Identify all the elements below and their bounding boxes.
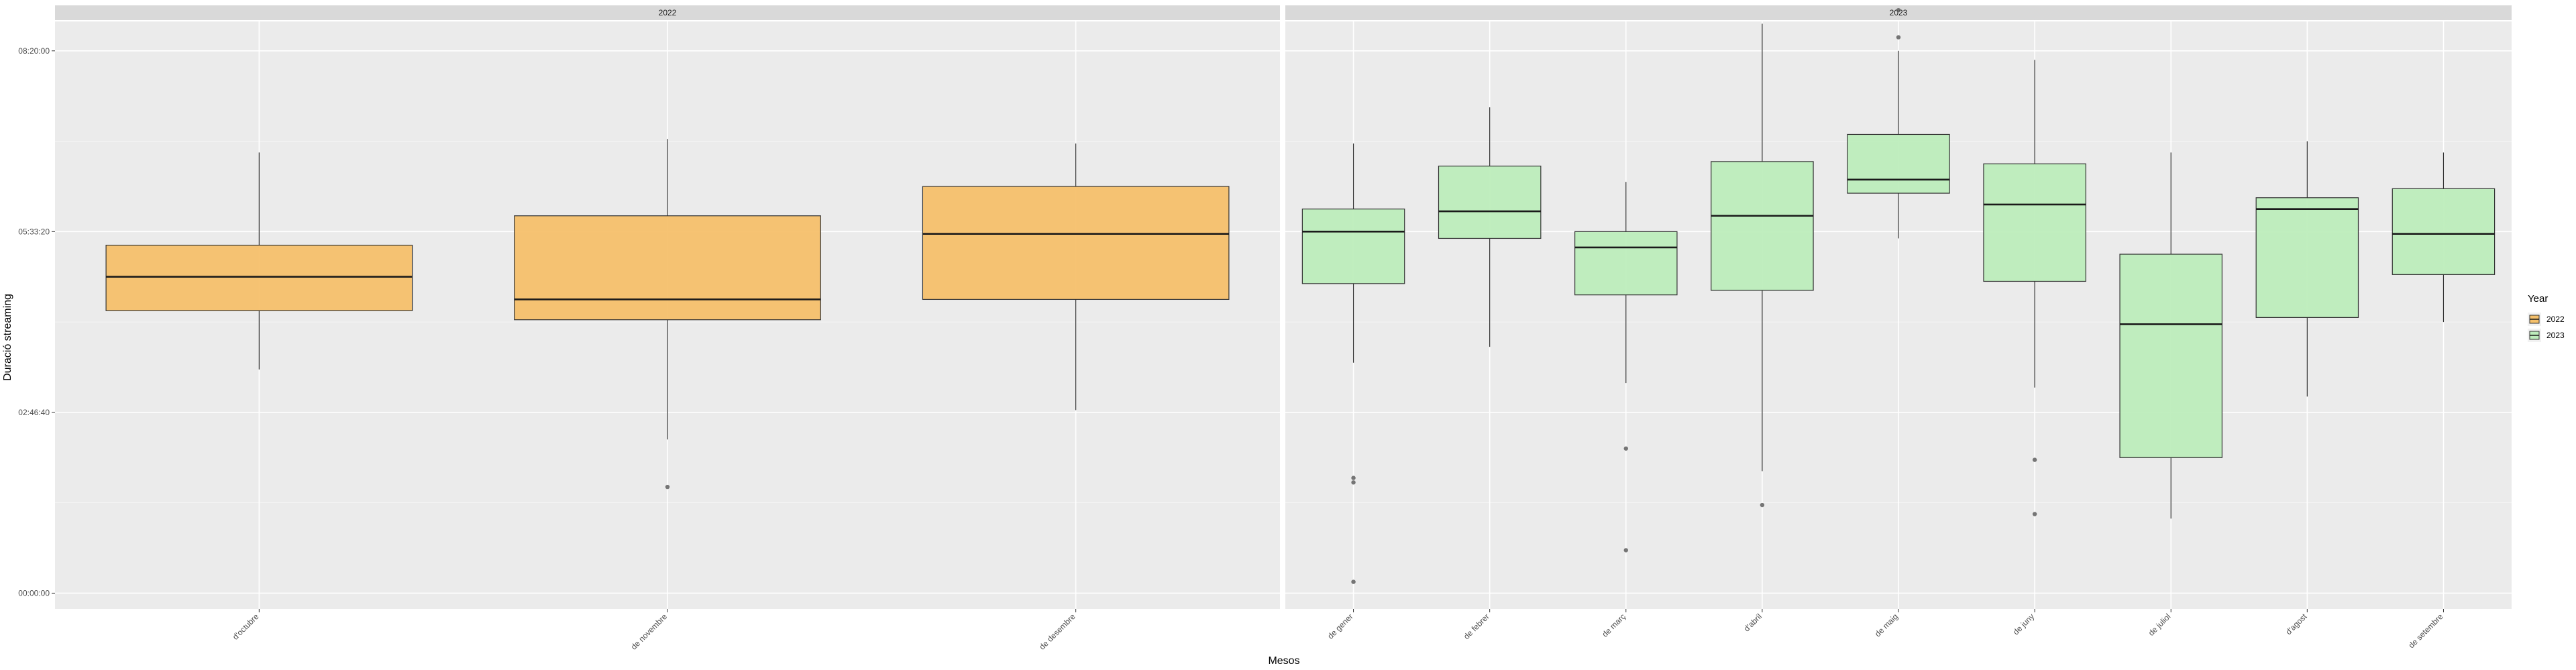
x-tick-label: de gener	[1326, 612, 1354, 640]
x-tick-label: de febrer	[1462, 612, 1491, 641]
outlier-point	[2032, 512, 2037, 516]
outlier-point	[1351, 579, 1356, 584]
outlier-point	[1623, 446, 1628, 451]
x-tick-label: d'octubre	[231, 612, 261, 642]
x-axis-title: Mesos	[1268, 655, 1299, 667]
outlier-point	[1351, 476, 1356, 480]
box-iqr	[1438, 166, 1542, 239]
box-de setembre	[2392, 152, 2496, 323]
x-tick-label: de novembre	[629, 612, 669, 652]
box-de març	[1574, 182, 1678, 553]
outlier-point	[1351, 480, 1356, 485]
legend-item-2022: 2022	[2528, 313, 2565, 326]
legend-title: Year	[2528, 293, 2548, 304]
box-iqr	[2392, 188, 2496, 275]
facet-2023: 2023 de gener de febrer de març d'abril de ma…	[1285, 5, 2512, 650]
outlier-point	[1896, 7, 1901, 13]
x-tick-label: de setembre	[2407, 612, 2445, 650]
y-tick-label: 08:20:00	[18, 46, 50, 56]
legend: Year 2022 2023	[2528, 293, 2565, 342]
y-tick-label: 00:00:00	[18, 588, 50, 598]
x-tick-label: de maig	[1873, 612, 1900, 638]
legend-label: 2023	[2546, 331, 2565, 340]
box-iqr	[1574, 231, 1678, 296]
box-iqr	[1983, 163, 2086, 282]
legend-item-2023: 2023	[2528, 329, 2565, 342]
outlier-point	[665, 484, 670, 490]
y-tick-label: 02:46:40	[18, 408, 50, 417]
x-tick-label: de juny	[2011, 612, 2036, 636]
facet-strip	[55, 5, 1280, 20]
box-iqr	[514, 215, 821, 321]
box-de novembre	[514, 139, 821, 490]
x-tick-label: d'abril	[1742, 612, 1764, 633]
box-d'agost	[2255, 141, 2359, 397]
facet-strip	[1285, 5, 2512, 20]
facets: 2022 d'octubre de novembre de desembre 00:00…	[18, 5, 2512, 652]
x-tick-label: de març	[1600, 612, 1627, 639]
facet-strip-label: 2023	[1890, 8, 1908, 17]
box-de juliol	[2119, 152, 2222, 519]
box-iqr	[1847, 133, 1950, 194]
facet-2022: 2022 d'octubre de novembre de desembre 00:00…	[18, 5, 1280, 652]
box-de gener	[1301, 143, 1405, 584]
outlier-point	[2032, 457, 2037, 462]
y-tick-label: 05:33:20	[18, 227, 50, 236]
box-de maig	[1847, 7, 1950, 239]
x-tick-label: de juliol	[2147, 612, 2173, 638]
box-iqr	[2255, 197, 2359, 318]
box-d'octubre	[105, 152, 413, 370]
outlier-point	[1623, 548, 1628, 553]
x-tick-label: d'agost	[2284, 612, 2308, 636]
legend-label: 2022	[2546, 315, 2565, 324]
box-iqr	[1711, 161, 1814, 291]
outlier-point	[1896, 35, 1901, 40]
y-axis-title: Duració streaming	[2, 294, 13, 381]
facet-strip-label: 2022	[659, 8, 677, 17]
box-iqr	[2119, 254, 2222, 458]
box-de febrer	[1438, 107, 1542, 347]
x-tick-label: de desembre	[1037, 612, 1077, 652]
box-de desembre	[922, 143, 1230, 410]
box-d'abril	[1711, 23, 1814, 508]
outlier-point	[1760, 502, 1765, 508]
box-iqr	[105, 244, 413, 311]
box-de juny	[1983, 60, 2086, 516]
box-iqr	[1301, 209, 1405, 284]
box-iqr	[922, 186, 1230, 300]
